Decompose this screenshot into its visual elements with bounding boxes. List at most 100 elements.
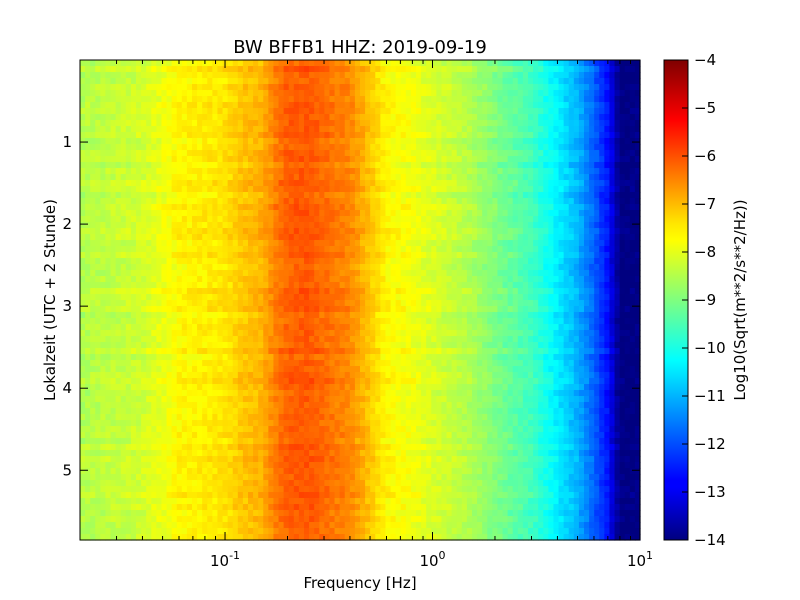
heatmap-cell bbox=[380, 330, 387, 337]
heatmap-cell bbox=[273, 144, 280, 151]
heatmap-cell bbox=[273, 468, 280, 475]
heatmap-cell bbox=[156, 486, 163, 493]
heatmap-cell bbox=[222, 486, 229, 493]
heatmap-cell bbox=[146, 468, 152, 475]
heatmap-cell bbox=[207, 186, 213, 193]
heatmap-cell bbox=[176, 126, 183, 133]
heatmap-cell bbox=[248, 324, 254, 331]
heatmap-cell bbox=[344, 468, 351, 475]
heatmap-cell bbox=[80, 438, 86, 445]
heatmap-cell bbox=[334, 270, 341, 277]
heatmap-cell bbox=[222, 132, 229, 139]
heatmap-cell bbox=[242, 534, 249, 541]
heatmap-cell bbox=[120, 180, 127, 187]
heatmap-cell bbox=[304, 342, 310, 349]
heatmap-cell bbox=[171, 480, 178, 487]
heatmap-cell bbox=[278, 336, 285, 343]
heatmap-cell bbox=[298, 438, 305, 445]
heatmap-cell bbox=[304, 432, 310, 439]
heatmap-cell bbox=[380, 462, 387, 469]
heatmap-cell bbox=[166, 324, 173, 331]
heatmap-cell bbox=[278, 180, 285, 187]
heatmap-cell bbox=[309, 222, 315, 229]
heatmap-cell bbox=[360, 150, 366, 157]
heatmap-cell bbox=[288, 384, 295, 391]
heatmap-cell bbox=[202, 348, 208, 355]
heatmap-cell bbox=[100, 378, 107, 385]
heatmap-cell bbox=[278, 204, 285, 211]
heatmap-cell bbox=[339, 198, 346, 205]
heatmap-cell bbox=[181, 396, 188, 403]
heatmap-cell bbox=[278, 288, 285, 295]
heatmap-cell bbox=[95, 264, 101, 271]
heatmap-cell bbox=[166, 90, 173, 97]
heatmap-cell bbox=[212, 342, 219, 349]
heatmap-cell bbox=[176, 216, 183, 223]
heatmap-cell bbox=[242, 126, 249, 133]
heatmap-cell bbox=[146, 360, 152, 367]
heatmap-cell bbox=[207, 396, 213, 403]
heatmap-cell bbox=[319, 108, 325, 115]
heatmap-cell bbox=[253, 288, 259, 295]
heatmap-cell bbox=[141, 426, 147, 433]
heatmap-cell bbox=[329, 120, 336, 127]
heatmap-cell bbox=[176, 318, 183, 325]
heatmap-cell bbox=[186, 468, 193, 475]
heatmap-cell bbox=[349, 60, 356, 67]
heatmap-cell bbox=[263, 372, 269, 379]
heatmap-cell bbox=[166, 426, 173, 433]
heatmap-cell bbox=[390, 216, 397, 223]
heatmap-cell bbox=[298, 72, 305, 79]
heatmap-cell bbox=[258, 516, 264, 523]
heatmap-cell bbox=[197, 348, 203, 355]
heatmap-cell bbox=[161, 90, 168, 97]
heatmap-cell bbox=[349, 144, 356, 151]
heatmap-cell bbox=[161, 318, 168, 325]
heatmap-cell bbox=[95, 504, 101, 511]
heatmap-cell bbox=[136, 288, 142, 295]
heatmap-cell bbox=[258, 312, 264, 319]
heatmap-cell bbox=[141, 474, 147, 481]
heatmap-cell bbox=[212, 516, 219, 523]
heatmap-cell bbox=[344, 312, 351, 319]
heatmap-cell bbox=[344, 534, 351, 541]
heatmap-cell bbox=[334, 96, 341, 103]
heatmap-cell bbox=[314, 198, 320, 205]
heatmap-cell bbox=[85, 234, 91, 241]
heatmap-cell bbox=[370, 84, 376, 91]
heatmap-cell bbox=[390, 192, 397, 199]
heatmap-cell bbox=[380, 504, 387, 511]
heatmap-cell bbox=[258, 174, 264, 181]
heatmap-cell bbox=[141, 90, 147, 97]
heatmap-cell bbox=[80, 60, 86, 67]
heatmap-cell bbox=[334, 192, 341, 199]
heatmap-cell bbox=[344, 168, 351, 175]
heatmap-cell bbox=[329, 66, 336, 73]
heatmap-cell bbox=[120, 348, 127, 355]
heatmap-cell bbox=[227, 324, 234, 331]
heatmap-cell bbox=[390, 486, 397, 493]
heatmap-cell bbox=[390, 264, 397, 271]
heatmap-cell bbox=[298, 504, 305, 511]
heatmap-cell bbox=[151, 324, 157, 331]
heatmap-cell bbox=[278, 348, 285, 355]
heatmap-cell bbox=[278, 240, 285, 247]
heatmap-cell bbox=[298, 312, 305, 319]
heatmap-cell bbox=[176, 480, 183, 487]
heatmap-cell bbox=[283, 366, 290, 373]
heatmap-cell bbox=[192, 246, 198, 253]
heatmap-cell bbox=[141, 276, 147, 283]
heatmap-cell bbox=[344, 438, 351, 445]
heatmap-cell bbox=[217, 414, 224, 421]
heatmap-cell bbox=[217, 420, 224, 427]
heatmap-cell bbox=[283, 408, 290, 415]
heatmap-cell bbox=[385, 168, 392, 175]
heatmap-cell bbox=[146, 150, 152, 157]
heatmap-cell bbox=[90, 480, 96, 487]
heatmap-cell bbox=[130, 306, 137, 313]
heatmap-cell bbox=[360, 522, 366, 529]
heatmap-cell bbox=[263, 204, 269, 211]
heatmap-cell bbox=[253, 492, 259, 499]
heatmap-cell bbox=[120, 384, 127, 391]
heatmap-cell bbox=[95, 84, 101, 91]
